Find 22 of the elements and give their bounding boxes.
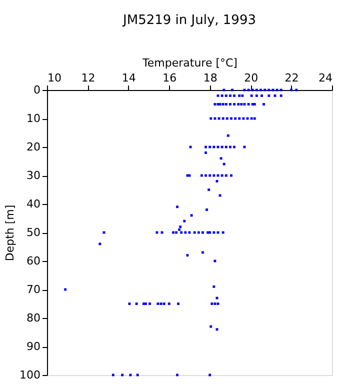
y-tick-label: 0 bbox=[34, 84, 40, 96]
y-tick-label: 20 bbox=[26, 140, 40, 154]
y-tick-label: 30 bbox=[26, 169, 40, 182]
y-tick-label: 80 bbox=[26, 312, 40, 324]
x-tick-label: 12 bbox=[81, 72, 96, 84]
y-tick-label: 70 bbox=[26, 283, 40, 296]
x-tick-label: 14 bbox=[122, 72, 136, 84]
y-tick-label: 10 bbox=[26, 112, 40, 125]
x-tick-label: 18 bbox=[203, 72, 218, 84]
x-axis-title: Temperature [°C] bbox=[142, 56, 238, 70]
y-axis-title: Depth [m] bbox=[4, 204, 17, 262]
y-tick-label: 90 bbox=[26, 340, 40, 353]
chart-title: JM5219 in July, 1993 bbox=[122, 13, 256, 28]
y-tick-label: 40 bbox=[26, 198, 40, 210]
x-tick-label: 16 bbox=[162, 72, 177, 84]
y-tick-label: 50 bbox=[26, 226, 40, 239]
y-tick-label: 60 bbox=[26, 254, 40, 268]
x-tick-label: 20 bbox=[244, 72, 258, 84]
y-tick-label: 100 bbox=[20, 368, 40, 382]
x-tick-label: 22 bbox=[284, 72, 299, 84]
x-tick-label: 10 bbox=[48, 72, 62, 84]
x-tick-label: 24 bbox=[318, 72, 332, 84]
